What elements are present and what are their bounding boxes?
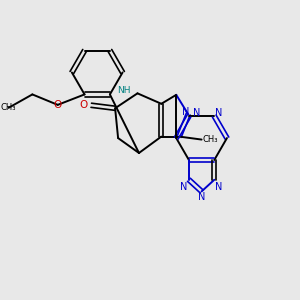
Text: N: N <box>182 106 190 117</box>
Text: CH₃: CH₃ <box>203 135 218 144</box>
Text: N: N <box>194 108 201 118</box>
Text: CH₃: CH₃ <box>1 103 16 112</box>
Text: O: O <box>80 100 88 110</box>
Text: N: N <box>215 182 222 192</box>
Text: NH: NH <box>117 86 131 95</box>
Text: O: O <box>54 100 62 110</box>
Text: N: N <box>215 107 222 118</box>
Text: N: N <box>198 192 205 203</box>
Text: N: N <box>180 182 187 192</box>
